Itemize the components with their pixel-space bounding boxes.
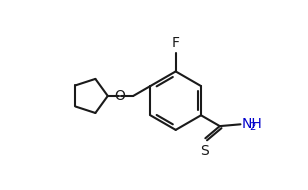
Text: S: S bbox=[201, 143, 209, 158]
Text: 2: 2 bbox=[249, 122, 256, 132]
Text: F: F bbox=[172, 36, 180, 50]
Text: NH: NH bbox=[241, 117, 262, 131]
Text: O: O bbox=[115, 89, 125, 103]
